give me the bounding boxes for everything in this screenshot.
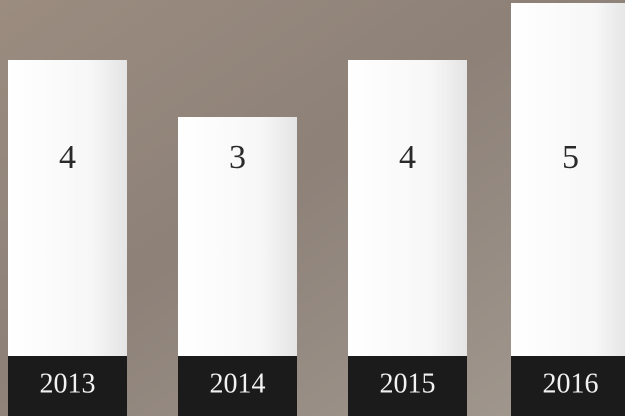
category-band xyxy=(511,356,625,416)
value-label: 4 xyxy=(399,139,416,176)
category-band xyxy=(348,356,467,416)
value-label: 3 xyxy=(229,139,246,176)
x-tick-label: 2015 xyxy=(380,368,436,399)
bars: 4 2013 3 2014 4 2015 5 2016 xyxy=(8,3,625,416)
category-band xyxy=(8,356,127,416)
value-label: 4 xyxy=(59,139,76,176)
x-tick-label: 2016 xyxy=(543,368,599,399)
value-label: 5 xyxy=(562,139,579,176)
x-tick-label: 2013 xyxy=(40,368,96,399)
bar xyxy=(511,3,625,416)
category-band xyxy=(178,356,297,416)
x-tick-label: 2014 xyxy=(210,368,266,399)
